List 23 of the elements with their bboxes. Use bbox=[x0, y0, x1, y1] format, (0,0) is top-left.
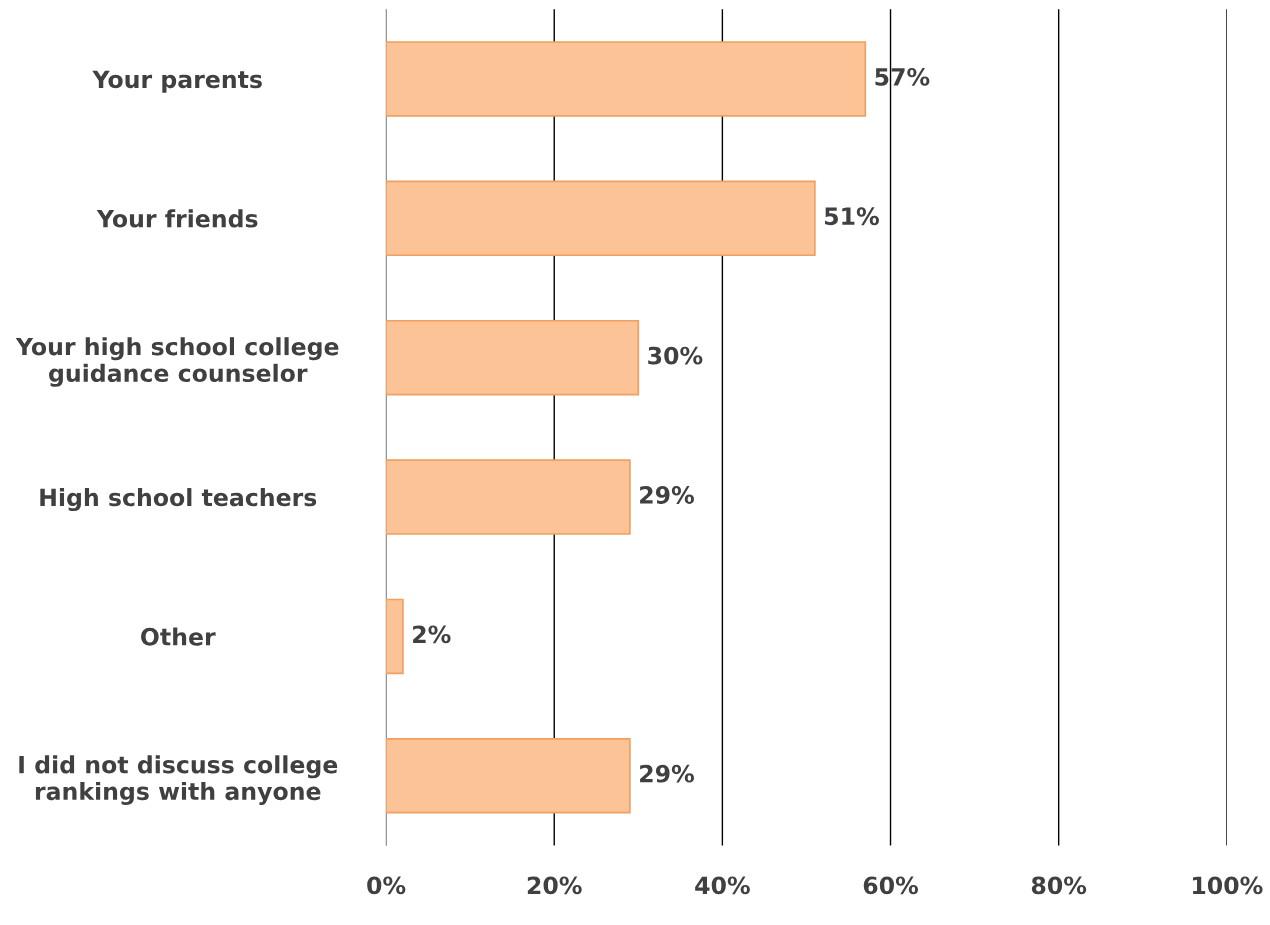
x-tick-label: 60% bbox=[863, 876, 919, 895]
y-tick-label: Your friends bbox=[96, 209, 258, 228]
y-tick-label: I did not discuss college rankings with anyone bbox=[19, 755, 338, 805]
bar bbox=[386, 598, 404, 675]
bar bbox=[386, 459, 631, 535]
bar bbox=[386, 737, 631, 814]
y-tick-label: Your high school college guidance counselor bbox=[15, 337, 339, 387]
data-label: 29% bbox=[640, 764, 694, 783]
x-tick-label: 20% bbox=[527, 876, 582, 895]
data-label: 51% bbox=[825, 207, 879, 226]
bar bbox=[386, 41, 867, 117]
y-tick-label: High school teachers bbox=[40, 488, 317, 512]
y-tick-label: Your parents bbox=[92, 70, 262, 93]
bar bbox=[386, 319, 640, 396]
x-tick-label: 80% bbox=[1031, 876, 1087, 895]
bar bbox=[386, 180, 816, 257]
y-tick-label: Other bbox=[141, 627, 216, 646]
data-label: 2% bbox=[413, 625, 451, 644]
x-tick-label: 100% bbox=[1193, 876, 1263, 895]
x-tick-label: 40% bbox=[695, 876, 750, 895]
data-label: 29% bbox=[640, 486, 694, 504]
x-tick-label: 0% bbox=[367, 876, 406, 895]
data-label: 30% bbox=[648, 346, 703, 365]
